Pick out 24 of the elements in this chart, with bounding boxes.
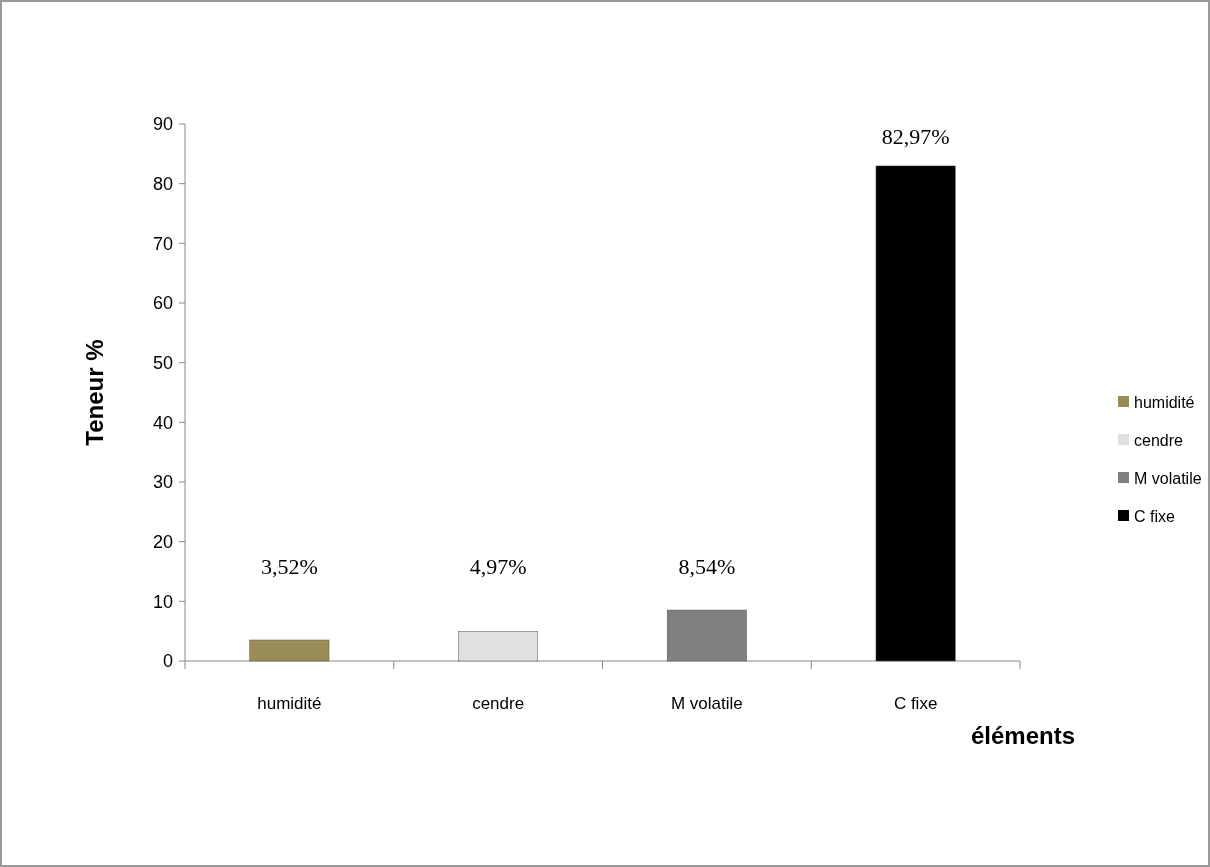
y-tick-label: 60	[152, 293, 173, 314]
x-tick-label: C fixe	[893, 694, 938, 713]
x-axis-title: éléments	[970, 722, 1075, 749]
legend-label: humidité	[1134, 393, 1195, 411]
y-tick-label: 10	[152, 591, 173, 612]
data-label: 4,97%	[469, 554, 527, 579]
data-label: 8,54%	[678, 554, 736, 579]
y-tick-label: 80	[152, 173, 173, 194]
x-tick-label: cendre	[472, 694, 525, 713]
legend-label: M volatile	[1134, 469, 1202, 487]
y-tick-label: 20	[152, 531, 173, 552]
y-tick-label: 50	[152, 352, 173, 373]
y-tick-label: 40	[152, 412, 173, 433]
y-tick-label: 0	[162, 651, 173, 672]
y-tick-label: 30	[152, 472, 173, 493]
data-label: 3,52%	[260, 554, 318, 579]
legend-label: cendre	[1134, 431, 1184, 449]
y-tick-label: 90	[152, 114, 173, 135]
data-label: 82,97%	[881, 123, 950, 149]
legend-label: C fixe	[1134, 507, 1175, 525]
x-tick-label: M volatile	[670, 694, 743, 713]
x-tick-label: humidité	[257, 694, 322, 713]
y-tick-label: 70	[152, 233, 173, 254]
y-axis-title: Teneur %	[81, 339, 108, 446]
